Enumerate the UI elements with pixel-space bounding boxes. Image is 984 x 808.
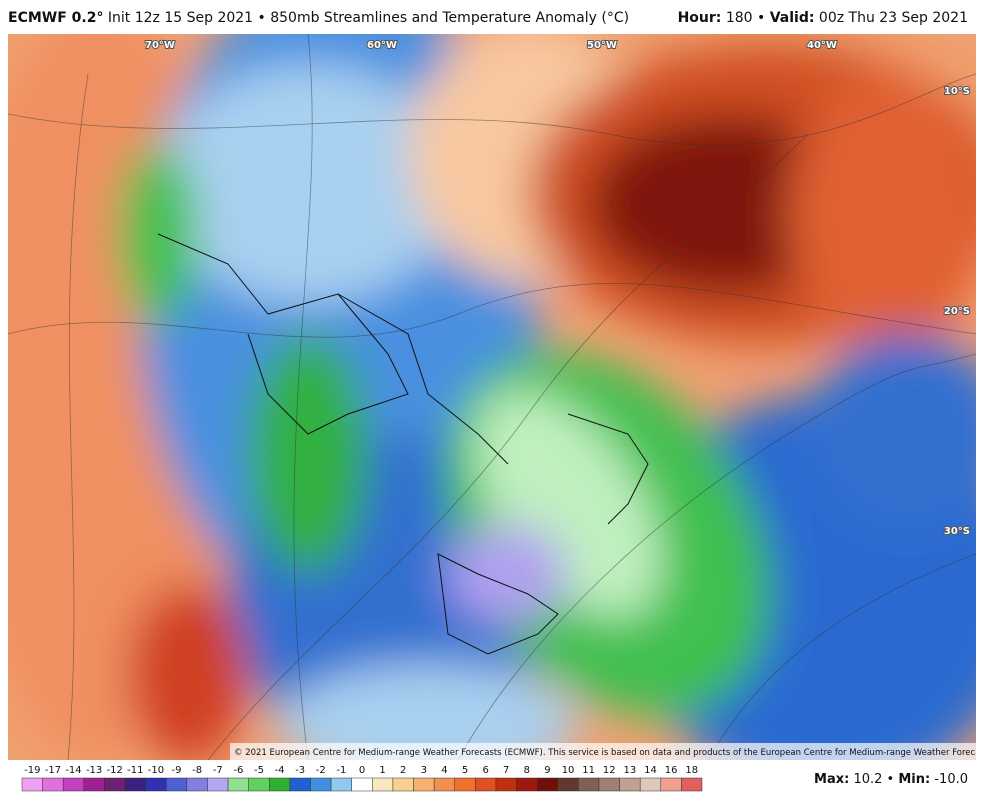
max-min: Max: 10.2 • Min: -10.0 bbox=[814, 772, 968, 787]
colorbar-label: -4 bbox=[275, 765, 285, 776]
colorbar-swatch bbox=[186, 777, 208, 792]
temperature-field bbox=[8, 34, 976, 760]
colorbar-label: -3 bbox=[295, 765, 305, 776]
colorbar-label: 18 bbox=[685, 765, 698, 776]
colorbar-swatch bbox=[557, 777, 579, 792]
copyright-bg bbox=[230, 743, 976, 760]
title-text: Init 12z 15 Sep 2021 • 850mb Streamlines… bbox=[107, 10, 630, 26]
colorbar-label: 1 bbox=[379, 765, 385, 776]
colorbar-label: 10 bbox=[562, 765, 575, 776]
max-label: Max: bbox=[814, 772, 850, 787]
colorbar: -19 -17 -14 -13 -12 -11 -10 -9 -8 -7 -6 -5 -4 -3 -2 -1 0… bbox=[21, 765, 703, 792]
colorbar-swatch bbox=[392, 777, 414, 792]
colorbar-swatch bbox=[578, 777, 600, 792]
colorbar-swatch bbox=[310, 777, 332, 792]
colorbar-label: -10 bbox=[148, 765, 164, 776]
colorbar-label: 11 bbox=[582, 765, 595, 776]
lat-label: 10°S bbox=[944, 86, 970, 97]
colorbar-swatch bbox=[289, 777, 311, 792]
colorbar-label: -13 bbox=[86, 765, 102, 776]
colorbar-label: 7 bbox=[503, 765, 509, 776]
colorbar-label: 3 bbox=[421, 765, 427, 776]
colorbar-swatch bbox=[351, 777, 373, 792]
hour-label: Hour: bbox=[677, 10, 722, 26]
valid-label: Valid: bbox=[769, 10, 815, 26]
colorbar-label: -9 bbox=[172, 765, 182, 776]
colorbar-label: 16 bbox=[665, 765, 678, 776]
colorbar-swatch bbox=[62, 777, 85, 792]
colorbar-swatch bbox=[681, 777, 703, 792]
colorbar-swatch bbox=[227, 777, 249, 792]
colorbar-label: -11 bbox=[127, 765, 143, 776]
colorbar-swatch bbox=[536, 777, 559, 792]
valid: 00z Thu 23 Sep 2021 bbox=[818, 10, 968, 26]
colorbar-label: 9 bbox=[544, 765, 550, 776]
colorbar-label: 4 bbox=[441, 765, 447, 776]
map: 70°W 60°W 50°W 40°W 10°S 20°S 30°S © 202… bbox=[8, 34, 976, 760]
colorbar-swatch bbox=[248, 777, 270, 792]
colorbar-label: -14 bbox=[65, 765, 81, 776]
lon-label: 60°W bbox=[367, 40, 397, 51]
copyright: © 2021 European Centre for Medium-range … bbox=[234, 748, 976, 758]
colorbar-label: 2 bbox=[400, 765, 406, 776]
colorbar-label: -8 bbox=[192, 765, 202, 776]
lon-label: 70°W bbox=[145, 40, 175, 51]
colorbar-label: 5 bbox=[462, 765, 468, 776]
colorbar-swatch bbox=[495, 777, 517, 792]
colorbar-label: 0 bbox=[359, 765, 365, 776]
colorbar-swatch bbox=[124, 777, 146, 792]
colorbar-label: 13 bbox=[624, 765, 637, 776]
colorbar-swatch bbox=[454, 777, 476, 792]
min-label: Min: bbox=[898, 772, 931, 787]
lon-label: 50°W bbox=[587, 40, 617, 51]
colorbar-label: -19 bbox=[24, 765, 40, 776]
borders bbox=[157, 233, 649, 655]
colorbar-label: 14 bbox=[644, 765, 657, 776]
lon-label: 40°W bbox=[807, 40, 837, 51]
colorbar-label: 12 bbox=[603, 765, 616, 776]
colorbar-label: -1 bbox=[336, 765, 346, 776]
colorbar-swatch bbox=[619, 777, 641, 792]
colorbar-label: -12 bbox=[107, 765, 123, 776]
hour: 180 • bbox=[725, 10, 766, 26]
colorbar-label: -2 bbox=[316, 765, 326, 776]
streamlines bbox=[8, 34, 976, 760]
colorbar-swatch bbox=[165, 777, 188, 792]
colorbar-label: -5 bbox=[254, 765, 264, 776]
colorbar-swatch bbox=[413, 777, 435, 792]
colorbar-swatch bbox=[104, 777, 126, 792]
colorbar-swatch bbox=[21, 777, 43, 792]
colorbar-swatch bbox=[516, 777, 538, 792]
model: ECMWF 0.2° bbox=[8, 10, 104, 26]
separator: • bbox=[886, 772, 895, 787]
colorbar-swatch bbox=[42, 777, 64, 792]
colorbar-swatch bbox=[269, 777, 291, 792]
colorbar-swatch bbox=[660, 777, 682, 792]
colorbar-swatch bbox=[145, 777, 167, 792]
lat-label: 30°S bbox=[944, 526, 970, 537]
colorbar-swatch bbox=[372, 777, 394, 792]
colorbar-label: -6 bbox=[233, 765, 243, 776]
colorbar-swatch bbox=[207, 777, 229, 792]
colorbar-label: -7 bbox=[213, 765, 223, 776]
title: ECMWF 0.2° Init 12z 15 Sep 2021 • 850mb … bbox=[8, 10, 629, 26]
colorbar-swatch bbox=[433, 777, 455, 792]
colorbar-swatch bbox=[639, 777, 662, 792]
valid-info: Hour: 180 • Valid: 00z Thu 23 Sep 2021 bbox=[678, 10, 968, 26]
colorbar-swatch bbox=[330, 777, 352, 792]
colorbar-label: 6 bbox=[482, 765, 488, 776]
max-value: 10.2 bbox=[853, 772, 883, 787]
colorbar-swatch bbox=[598, 777, 620, 792]
colorbar-label: 8 bbox=[524, 765, 530, 776]
lat-label: 20°S bbox=[944, 306, 970, 317]
colorbar-label: -17 bbox=[45, 765, 61, 776]
colorbar-swatch bbox=[475, 777, 497, 792]
min-value: -10.0 bbox=[934, 772, 968, 787]
colorbar-swatch bbox=[83, 777, 105, 792]
